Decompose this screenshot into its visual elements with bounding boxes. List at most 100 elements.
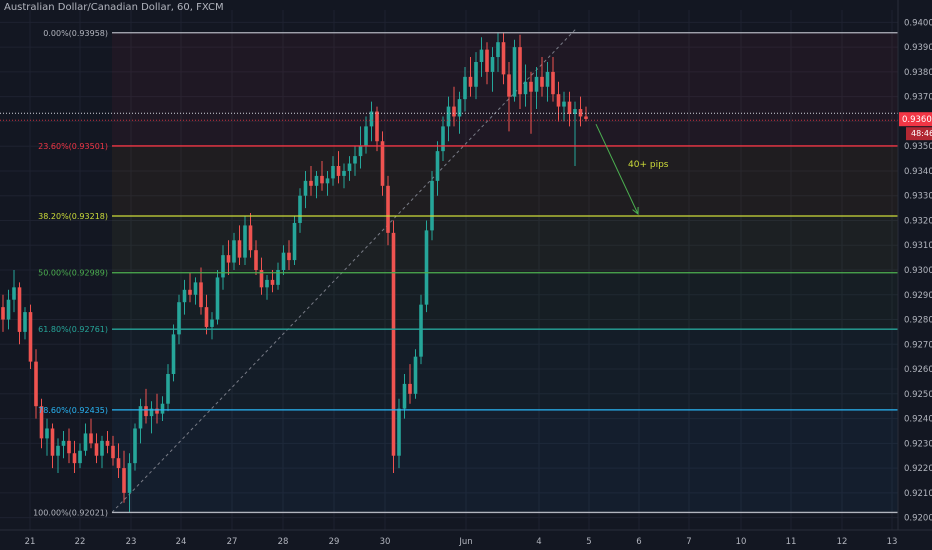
candle-body [210,319,214,327]
candle-body [375,111,379,142]
candle-body [248,225,253,251]
candle-body [243,225,247,258]
candle-body [182,289,187,303]
candle-body [23,312,27,332]
candle-body [270,279,275,285]
candle-body [397,408,401,456]
candle-body [496,42,500,58]
candle-body [188,289,192,295]
candle-body [342,170,346,176]
candle-body [138,406,143,429]
candle-body [28,312,33,362]
candle-body [419,304,423,357]
time-tick-label: 5 [586,537,591,547]
bar-countdown: 48:46 [911,129,932,138]
candle-body [105,440,110,446]
candle-body [34,361,38,407]
candle-body [177,302,181,335]
candle-body [237,240,242,258]
candle-body [100,440,104,456]
time-tick-label: 13 [887,537,898,547]
candle-body [430,180,434,231]
arrow-head [632,207,639,216]
candle-body [369,111,374,127]
candle-body [507,74,511,97]
current-price-value: 0.93605 [902,115,932,125]
candle-body [199,282,203,308]
candle-body [122,468,126,493]
fib-level-label: 100.00%(0.92021) [33,508,108,517]
candle-body [309,180,313,186]
fib-level-label: 23.60%(0.93501) [38,142,108,151]
candle-body [364,126,368,147]
candle-body [452,106,456,117]
candle-body [204,307,209,327]
annotation-label: 40+ pips [628,160,669,170]
candle-body [254,250,258,270]
candle-body [413,356,418,394]
time-tick-label: 24 [176,537,187,547]
candle-body [331,166,335,179]
candle-body [160,403,165,414]
candle-body [468,76,473,87]
candle-body [287,252,291,261]
candle-body [320,175,324,184]
candle-body [457,99,462,117]
candle-body [573,109,577,114]
fib-level-label: 61.80%(0.92761) [38,325,108,334]
fib-level-label: 78.60%(0.92435) [38,406,108,415]
candle-body [276,270,280,285]
candle-body [424,230,429,305]
chart-title: Australian Dollar/Canadian Dollar, 60, F… [4,2,224,13]
candle-body [529,81,533,92]
candle-body [39,406,44,439]
candle-body [12,287,16,300]
candle-body [61,440,66,446]
candle-body [89,433,93,444]
candle-body [358,146,363,157]
time-axis-background [0,530,932,550]
candle-body [298,195,302,223]
time-tick-label: 29 [329,537,340,547]
trend-line [111,28,577,513]
time-tick-label: 6 [636,537,641,547]
candle-body [441,126,445,152]
candle-body [545,71,550,87]
candle-body [325,178,330,184]
candle-body [567,101,572,114]
time-tick-label: Jun [458,537,472,547]
time-tick-label: 23 [126,537,137,547]
arrow-line [595,123,639,215]
fib-zone [112,145,898,217]
candle-body [303,180,308,196]
candle-body [17,287,22,332]
candle-body [6,299,11,320]
current-price-badge [899,112,932,127]
candle-body [171,334,176,374]
fib-level-label: 0.00%(0.93958) [43,29,108,38]
candle-body [221,255,225,278]
candle-body [226,255,231,263]
candle-body [193,282,198,295]
candle-body [1,307,5,320]
candle-body [215,277,220,320]
candle-body [402,383,407,409]
candle-body [463,76,467,100]
time-tick-label: 27 [227,537,238,547]
candle-body [83,433,88,451]
countdown-badge [906,127,932,141]
candle-body [485,49,489,72]
candle-body [584,116,588,119]
